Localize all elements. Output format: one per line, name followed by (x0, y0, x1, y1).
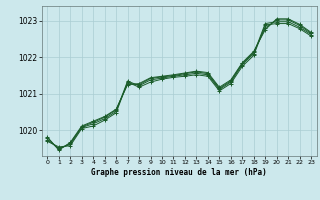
X-axis label: Graphe pression niveau de la mer (hPa): Graphe pression niveau de la mer (hPa) (91, 168, 267, 177)
